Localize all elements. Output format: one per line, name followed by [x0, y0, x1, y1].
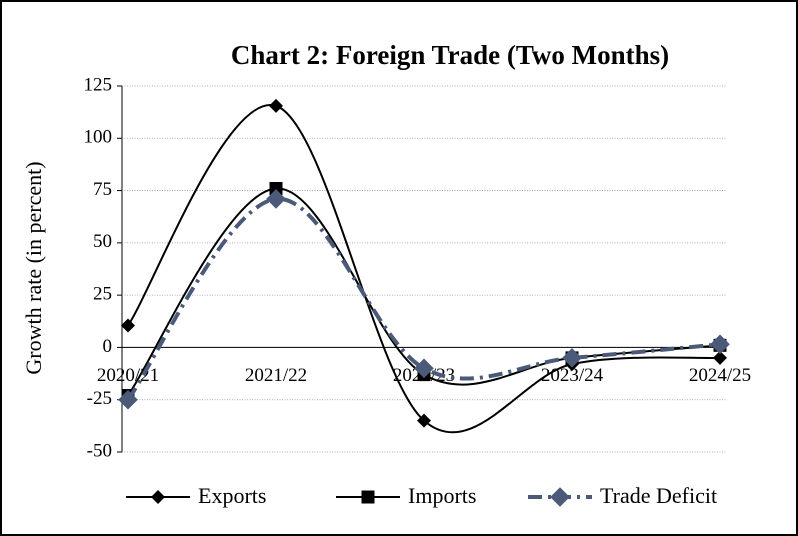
- y-tick-label: -50: [87, 440, 112, 461]
- legend-label: Imports: [408, 483, 476, 508]
- marker: [266, 189, 286, 209]
- legend-label: Trade Deficit: [600, 483, 717, 508]
- y-tick-label: -25: [87, 388, 112, 409]
- marker: [710, 334, 730, 355]
- marker: [118, 389, 138, 410]
- y-tick-label: 25: [93, 284, 112, 305]
- legend-label: Exports: [198, 483, 266, 508]
- y-tick-label: 0: [103, 336, 113, 357]
- x-tick-label: 2021/22: [245, 365, 307, 386]
- y-tick-label: 50: [93, 231, 112, 252]
- y-tick-label: 125: [84, 74, 113, 95]
- marker: [269, 181, 283, 195]
- marker: [417, 413, 431, 428]
- marker: [361, 490, 375, 504]
- marker: [414, 358, 434, 379]
- y-tick-label: 100: [84, 127, 113, 148]
- chart-title: Chart 2: Foreign Trade (Two Months): [231, 40, 669, 70]
- y-tick-label: 75: [93, 179, 112, 200]
- y-axis-label: Growth rate (in percent): [21, 161, 46, 374]
- series-line: [126, 196, 721, 401]
- marker: [269, 98, 283, 113]
- marker: [562, 348, 582, 368]
- marker: [550, 487, 570, 507]
- x-tick-label: 2020/21: [97, 365, 159, 386]
- x-tick-label: 2024/25: [689, 365, 751, 386]
- marker: [151, 490, 165, 504]
- marker: [121, 318, 135, 333]
- series-line: [127, 104, 721, 434]
- marker: [713, 350, 727, 365]
